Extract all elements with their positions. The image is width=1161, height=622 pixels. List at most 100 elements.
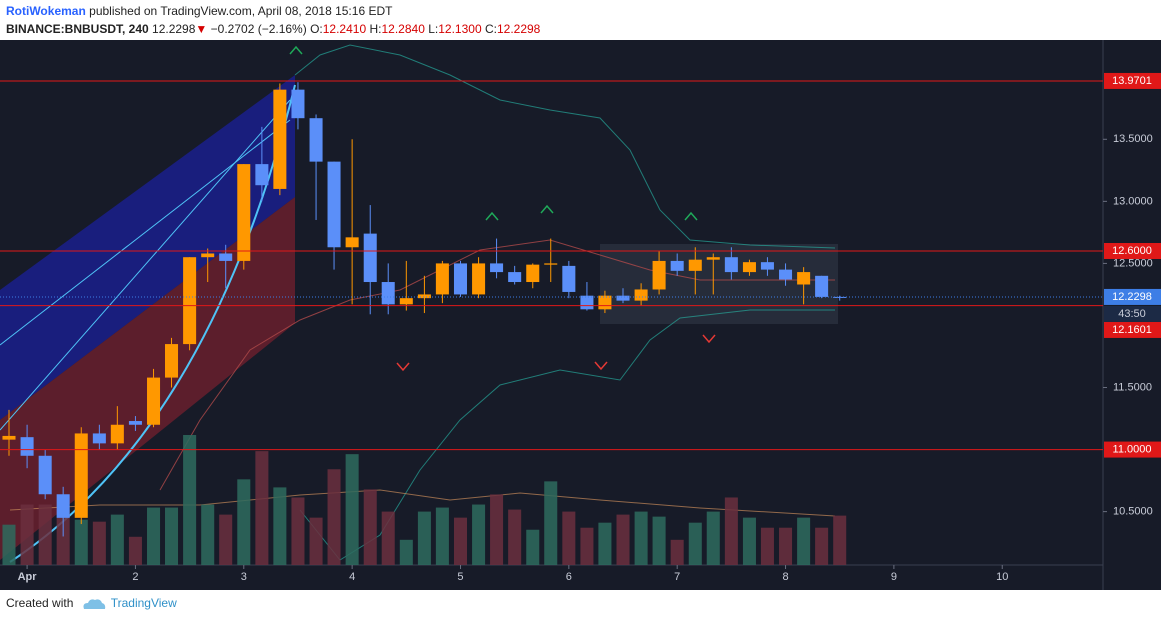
price-label-bg	[1104, 441, 1161, 458]
candle-layer	[2, 82, 847, 537]
volume-bar	[508, 509, 522, 565]
header-line: BINANCE:BNBUSDT, 240 12.2298▼ −0.2702 (−…	[6, 22, 540, 36]
ohlc-value: 12.2840	[381, 22, 425, 36]
ohlc-value: 12.2410	[322, 22, 367, 36]
volume-bar	[472, 504, 486, 565]
volume-bar	[760, 527, 774, 565]
buy-signal	[289, 45, 303, 55]
y-tick-label: 11.5000	[1113, 381, 1152, 393]
candle-body	[670, 260, 684, 271]
candle-body	[327, 161, 341, 248]
price-label: 12.1601	[1112, 324, 1152, 336]
x-tick-label: 3	[241, 571, 247, 583]
candle-body	[237, 164, 251, 261]
volume-bar	[92, 521, 106, 565]
y-tick-label: 10.5000	[1113, 506, 1153, 518]
volume-bar	[742, 517, 756, 565]
channel-upper	[0, 75, 295, 420]
candle-body	[399, 298, 413, 305]
volume-bar	[20, 504, 34, 565]
buy-signal	[485, 211, 499, 221]
ohlc: O:12.2410 H:12.2840 L:12.1300 C:12.2298	[310, 22, 540, 36]
candle-body	[435, 263, 449, 295]
x-tick-label: 9	[891, 571, 897, 583]
price-label-bg	[1104, 242, 1161, 259]
countdown-bg	[1104, 305, 1161, 322]
volume-bar	[779, 527, 793, 565]
x-tick-label: 2	[132, 571, 138, 583]
volume-bar	[201, 504, 215, 565]
volume-bar	[219, 514, 233, 565]
volume-bar	[345, 454, 359, 565]
volume-average	[9, 489, 836, 517]
volume-bar	[309, 517, 323, 565]
price-label-bg	[1104, 321, 1161, 338]
volume-bar	[815, 527, 829, 565]
created-with: Created with	[6, 596, 74, 610]
symbol: BINANCE:BNBUSDT, 240	[6, 22, 149, 36]
trend-line	[0, 99, 291, 431]
volume-bar	[147, 507, 161, 565]
candle-body	[2, 435, 16, 440]
candle-body	[147, 377, 161, 425]
candle-body	[74, 433, 88, 518]
volume-bar	[616, 514, 630, 565]
ohlc-value: 12.1300	[438, 22, 482, 36]
candle-body	[580, 295, 594, 310]
price-label: 12.6000	[1112, 245, 1152, 257]
volume-bar	[381, 511, 395, 565]
ohlc-key: C:	[484, 22, 497, 36]
volume-bar	[273, 487, 287, 565]
candle-body	[453, 263, 468, 295]
volume-bar	[56, 509, 70, 565]
candle-body	[273, 89, 287, 189]
ohlc-value: 12.2298	[496, 22, 541, 36]
header-line: RotiWokeman published on TradingView.com…	[6, 4, 392, 18]
candle-body	[724, 257, 738, 273]
volume-bar	[165, 507, 179, 565]
candle-body	[219, 253, 233, 261]
price: 12.2298	[152, 22, 196, 36]
x-tick-label: Apr	[18, 571, 38, 583]
volume-bar	[598, 522, 612, 565]
brand: TradingView	[110, 596, 177, 610]
volume-bar	[526, 529, 540, 565]
sell-signal	[396, 362, 410, 372]
candle-body	[797, 272, 811, 285]
candle-body	[165, 344, 179, 378]
buy-signal	[684, 211, 698, 221]
candle-body	[417, 294, 431, 299]
volume-layer	[2, 435, 847, 565]
volume-bar	[634, 511, 648, 565]
candle-body	[652, 260, 666, 290]
candle-body	[490, 263, 504, 273]
volume-bar	[490, 494, 504, 565]
trend-line	[0, 119, 291, 346]
sell-signal	[594, 361, 608, 371]
bollinger-upper	[294, 44, 836, 249]
candle-body	[183, 257, 197, 345]
price-label: 11.0000	[1113, 443, 1152, 455]
volume-bar	[255, 451, 269, 565]
volume-bar	[453, 517, 468, 565]
candle-body	[815, 275, 829, 297]
candle-body	[616, 295, 630, 301]
volume-bar	[110, 514, 124, 565]
price-label: 13.9701	[1112, 75, 1152, 87]
x-tick-label: 10	[996, 571, 1008, 583]
volume-bar	[435, 507, 449, 565]
candle-body	[760, 262, 774, 270]
volume-bar	[237, 479, 251, 565]
candle-body	[779, 269, 793, 280]
volume-bar	[399, 539, 413, 565]
candle-body	[598, 295, 612, 310]
candle-body	[706, 257, 720, 260]
candle-body	[20, 437, 34, 456]
volume-bar	[670, 539, 684, 565]
candle-body	[742, 262, 756, 273]
volume-bar	[797, 517, 811, 565]
volume-bar	[724, 497, 738, 565]
volume-bar	[652, 516, 666, 565]
published: published on TradingView.com, April 08, …	[89, 4, 393, 18]
